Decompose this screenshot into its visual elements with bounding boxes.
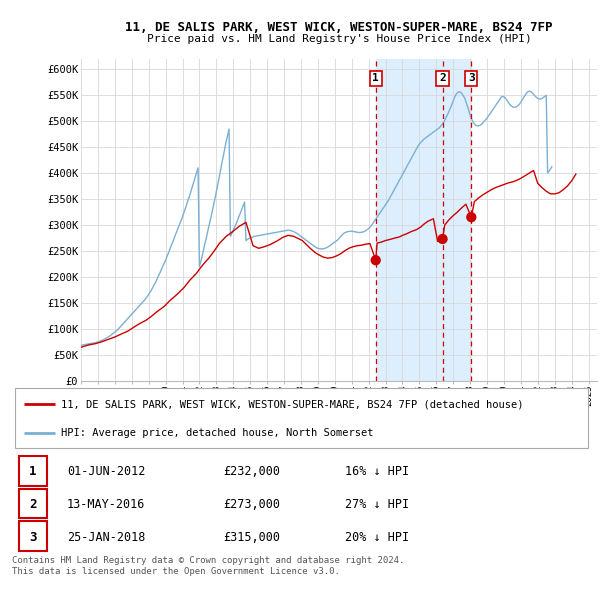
Text: £232,000: £232,000: [223, 466, 280, 478]
Text: 11, DE SALIS PARK, WEST WICK, WESTON-SUPER-MARE, BS24 7FP (detached house): 11, DE SALIS PARK, WEST WICK, WESTON-SUP…: [61, 399, 524, 409]
FancyBboxPatch shape: [19, 489, 47, 518]
Text: 16% ↓ HPI: 16% ↓ HPI: [345, 466, 409, 478]
Text: £273,000: £273,000: [223, 498, 280, 511]
Text: 27% ↓ HPI: 27% ↓ HPI: [345, 498, 409, 511]
Point: [466, 212, 476, 222]
Text: 13-MAY-2016: 13-MAY-2016: [67, 498, 145, 511]
Point: [438, 234, 448, 244]
FancyBboxPatch shape: [19, 522, 47, 551]
Text: 25-JAN-2018: 25-JAN-2018: [67, 530, 145, 543]
Text: 20% ↓ HPI: 20% ↓ HPI: [345, 530, 409, 543]
FancyBboxPatch shape: [19, 456, 47, 486]
Text: £315,000: £315,000: [223, 530, 280, 543]
FancyBboxPatch shape: [15, 388, 587, 448]
Text: 2: 2: [29, 498, 37, 511]
Text: 3: 3: [29, 530, 37, 543]
Point: [371, 255, 380, 265]
Text: 3: 3: [468, 73, 475, 83]
Text: 11, DE SALIS PARK, WEST WICK, WESTON-SUPER-MARE, BS24 7FP: 11, DE SALIS PARK, WEST WICK, WESTON-SUP…: [125, 21, 553, 34]
Text: 01-JUN-2012: 01-JUN-2012: [67, 466, 145, 478]
Text: Contains HM Land Registry data © Crown copyright and database right 2024.
This d: Contains HM Land Registry data © Crown c…: [12, 556, 404, 576]
Text: 2: 2: [439, 73, 446, 83]
Text: Price paid vs. HM Land Registry's House Price Index (HPI): Price paid vs. HM Land Registry's House …: [146, 34, 532, 44]
Text: 1: 1: [29, 466, 37, 478]
Text: 1: 1: [373, 73, 379, 83]
Text: HPI: Average price, detached house, North Somerset: HPI: Average price, detached house, Nort…: [61, 428, 374, 438]
Bar: [376, 59, 471, 381]
